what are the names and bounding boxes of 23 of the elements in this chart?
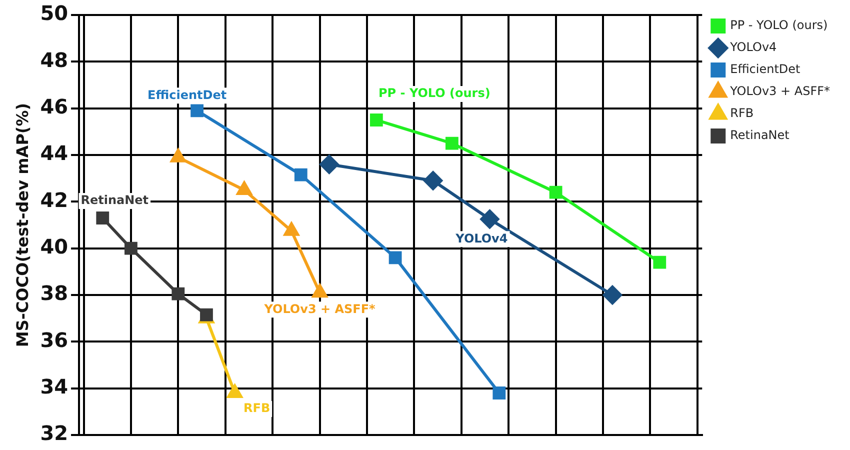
legend-label: RFB bbox=[730, 106, 754, 120]
y-tick-label: 38 bbox=[40, 281, 68, 306]
y-tick-label: 34 bbox=[40, 374, 68, 399]
legend-label: YOLOv3 + ASFF* bbox=[729, 84, 830, 98]
annotation: YOLOv4 bbox=[454, 231, 508, 246]
legend-label: PP - YOLO (ours) bbox=[730, 18, 828, 32]
y-tick-label: 32 bbox=[40, 421, 68, 446]
y-tick-label: 44 bbox=[40, 141, 68, 166]
legend-label: RetinaNet bbox=[730, 128, 790, 142]
y-tick-label: 40 bbox=[40, 234, 68, 259]
annotation: EfficientDet bbox=[148, 88, 227, 102]
annotation: RetinaNet bbox=[80, 193, 149, 208]
y-axis-title: MS-COCO(test-dev mAP(%) bbox=[12, 102, 32, 348]
y-tick-label: 50 bbox=[40, 1, 68, 26]
y-tick-label: 46 bbox=[40, 94, 68, 119]
y-tick-label: 42 bbox=[40, 188, 68, 212]
annotation: RFB bbox=[244, 401, 270, 416]
y-tick-label: 36 bbox=[40, 328, 68, 352]
annotation: YOLOv3 + ASFF* bbox=[263, 302, 376, 316]
annotation: PP - YOLO (ours) bbox=[378, 86, 490, 100]
legend-label: EfficientDet bbox=[730, 62, 801, 76]
legend-label: YOLOv4 bbox=[729, 40, 777, 54]
y-tick-label: 48 bbox=[40, 48, 68, 72]
